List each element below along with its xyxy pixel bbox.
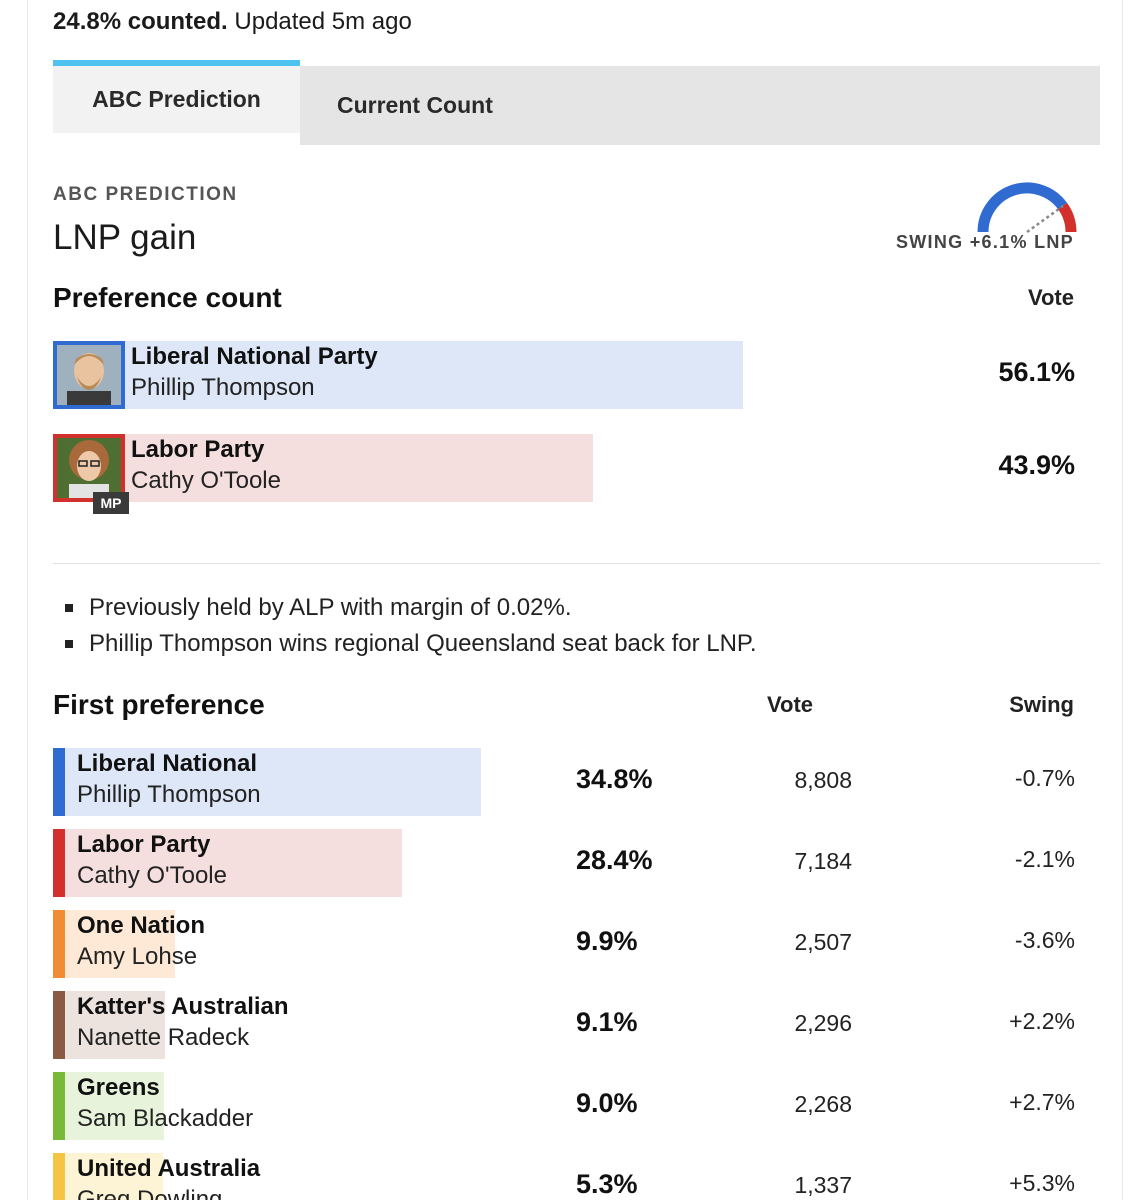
candidate-name: Sam Blackadder (77, 1105, 254, 1132)
section-divider (53, 563, 1100, 564)
candidate-name: Amy Lohse (77, 943, 198, 970)
party-name: Greens (77, 1074, 160, 1101)
vote-percent: 34.8% (576, 764, 653, 794)
page-frame-right (1122, 0, 1123, 1200)
swing-label: SWING +6.1% LNP (895, 232, 1074, 252)
vote-count: 8,808 (794, 767, 852, 793)
prediction-label: ABC PREDICTION (53, 184, 238, 205)
vote-percent: 56.1% (998, 357, 1075, 387)
candidate-name: Nanette Radeck (77, 1024, 250, 1051)
vote-count: 2,507 (794, 929, 852, 955)
note-text: Previously held by ALP with margin of 0.… (89, 594, 572, 621)
party-name: Katter's Australian (77, 993, 289, 1020)
bullet-icon (65, 604, 73, 612)
party-name: Liberal National (77, 750, 258, 777)
tab-abc-prediction[interactable]: ABC Prediction (53, 60, 300, 133)
party-name: Liberal National Party (131, 343, 378, 370)
candidate-name: Phillip Thompson (131, 374, 315, 401)
vote-bar (53, 748, 481, 816)
vote-percent: 9.0% (576, 1088, 638, 1118)
first-preference-row[interactable]: Katter's Australian Nanette Radeck 9.1% 2,2… (53, 991, 1075, 1061)
mp-badge: MP (93, 492, 129, 514)
tab-current-count[interactable]: Current Count (300, 66, 1100, 145)
swing-value: +2.2% (1009, 1008, 1075, 1034)
vote-count: 2,268 (794, 1091, 852, 1117)
party-color-stripe (53, 1072, 65, 1140)
swing-gauge-icon (977, 182, 1077, 234)
candidate-name: Cathy O'Toole (131, 467, 281, 494)
candidate-photo (53, 341, 125, 409)
vote-percent: 28.4% (576, 845, 653, 875)
page-frame-left (27, 0, 28, 1200)
vote-count: 1,337 (794, 1172, 852, 1198)
first-preference-swing-header: Swing (1009, 692, 1074, 717)
vote-bar (53, 1072, 164, 1140)
party-name: United Australia (77, 1155, 261, 1182)
vote-count: 2,296 (794, 1010, 852, 1036)
party-name: Labor Party (131, 436, 265, 463)
vote-bar (53, 829, 402, 897)
candidate-photo (53, 434, 125, 502)
preference-count-title: Preference count (53, 282, 282, 313)
swing-value: +2.7% (1009, 1089, 1075, 1115)
preference-vote-header: Vote (1027, 285, 1074, 310)
vote-percent: 43.9% (998, 450, 1075, 480)
first-preference-row[interactable]: Greens Sam Blackadder 9.0% 2,268 +2.7% (53, 1072, 1075, 1142)
vote-bar (53, 991, 165, 1059)
note-item: Phillip Thompson wins regional Queenslan… (65, 626, 757, 662)
first-preference-row[interactable]: One Nation Amy Lohse 9.9% 2,507 -3.6% (53, 910, 1075, 980)
vote-count: 7,184 (794, 848, 852, 874)
swing-gauge-alp-arc (1058, 202, 1077, 233)
party-color-stripe (53, 1153, 65, 1200)
swing-value: -3.6% (1014, 927, 1075, 953)
candidate-name: Phillip Thompson (77, 781, 261, 808)
swing-value: +5.3% (1009, 1170, 1075, 1196)
count-status: 24.8% counted. Updated 5m ago (53, 8, 412, 36)
vote-percent: 9.9% (576, 926, 638, 956)
candidate-name: Cathy O'Toole (77, 862, 227, 889)
vote-percent: 5.3% (576, 1169, 638, 1199)
first-preference-vote-header: Vote (767, 692, 814, 717)
swing-value: -2.1% (1014, 846, 1075, 872)
party-name: One Nation (77, 912, 206, 939)
party-color-stripe (53, 748, 65, 816)
vote-percent: 9.1% (576, 1007, 638, 1037)
first-preference-row[interactable]: Liberal National Phillip Thompson 34.8% 8,8… (53, 748, 1075, 818)
preference-bar (53, 434, 593, 502)
updated-text: Updated 5m ago (234, 8, 412, 35)
note-text: Phillip Thompson wins regional Queenslan… (89, 630, 757, 657)
prediction-result: LNP gain (53, 218, 197, 257)
swing-value: -0.7% (1014, 765, 1075, 791)
first-preference-row[interactable]: Labor Party Cathy O'Toole 28.4% 7,184 -2.1% (53, 829, 1075, 899)
preference-bar (53, 341, 743, 409)
party-color-stripe (53, 910, 65, 978)
bullet-icon (65, 640, 73, 648)
first-preference-title: First preference (53, 689, 265, 720)
party-name: Labor Party (77, 831, 211, 858)
candidate-name: Greg Dowling (77, 1186, 223, 1200)
vote-bar (53, 1153, 163, 1200)
party-color-stripe (53, 829, 65, 897)
first-preference-row[interactable]: United Australia Greg Dowling 5.3% 1,337 +5.… (53, 1153, 1075, 1200)
note-item: Previously held by ALP with margin of 0.… (65, 590, 757, 626)
seat-notes: Previously held by ALP with margin of 0.… (65, 590, 757, 662)
swing-gauge-needle (1026, 204, 1064, 234)
party-color-stripe (53, 991, 65, 1059)
vote-bar (53, 910, 175, 978)
preference-row[interactable]: Liberal National Party Phillip Thompson … (53, 341, 1075, 411)
swing-gauge-lnp-arc (977, 182, 1068, 233)
counted-text: 24.8% counted. (53, 8, 228, 35)
preference-row[interactable]: MP Labor Party Cathy O'Toole 43.9% (53, 434, 1075, 514)
